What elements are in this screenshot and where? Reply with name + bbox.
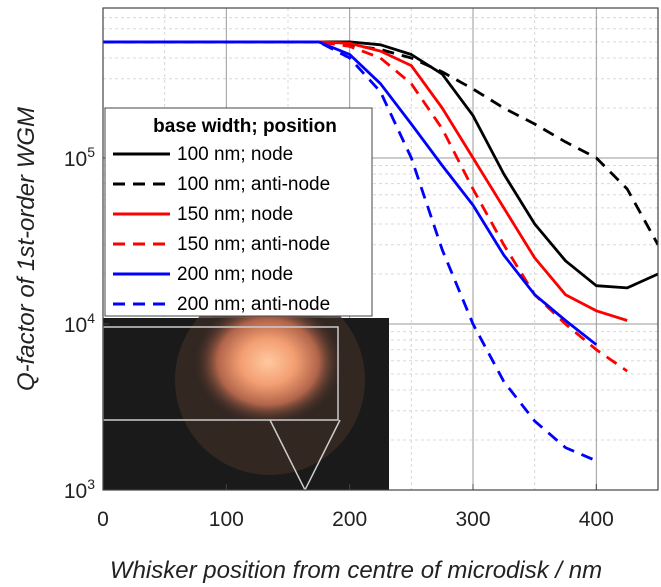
x-tick-label: 400: [579, 508, 614, 531]
y-tick-label: 103: [64, 476, 95, 503]
series-line-6: [103, 40, 597, 463]
series-line-4: [103, 40, 628, 373]
series-line-3: [103, 40, 628, 322]
x-axis-title: Whisker position from centre of microdis…: [110, 557, 602, 584]
inset-mode-glow: [190, 296, 346, 428]
x-tick-label: 200: [332, 508, 367, 531]
y-tick-label: 104: [64, 310, 95, 337]
plot-frame: [102, 7, 659, 491]
series-line-2: [103, 40, 658, 246]
y-tick-label: 105: [64, 144, 95, 171]
x-axis-ticks: 0 100 200 300 400: [97, 484, 614, 531]
legend: base width; position 100 nm; node 100 nm;…: [104, 107, 373, 317]
legend-label: 150 nm; node: [177, 204, 293, 225]
inset-field-map: [102, 285, 389, 492]
series-line-5: [103, 40, 598, 346]
x-tick-label: 0: [97, 508, 109, 531]
legend-label: 100 nm; node: [177, 144, 293, 165]
series-layer: [103, 40, 658, 463]
legend-label: 200 nm; node: [177, 264, 293, 285]
legend-title: base width; position: [153, 116, 337, 137]
x-tick-label: 100: [209, 508, 244, 531]
legend-label: 100 nm; anti-node: [177, 174, 330, 195]
legend-box: [104, 107, 373, 317]
x-tick-label: 300: [455, 508, 490, 531]
y-axis-title: Q-factor of 1st-order WGM: [13, 107, 40, 391]
y-axis-ticks: 103 104 105: [64, 144, 109, 503]
legend-label: 150 nm; anti-node: [177, 234, 330, 255]
legend-label: 200 nm; anti-node: [177, 294, 330, 315]
